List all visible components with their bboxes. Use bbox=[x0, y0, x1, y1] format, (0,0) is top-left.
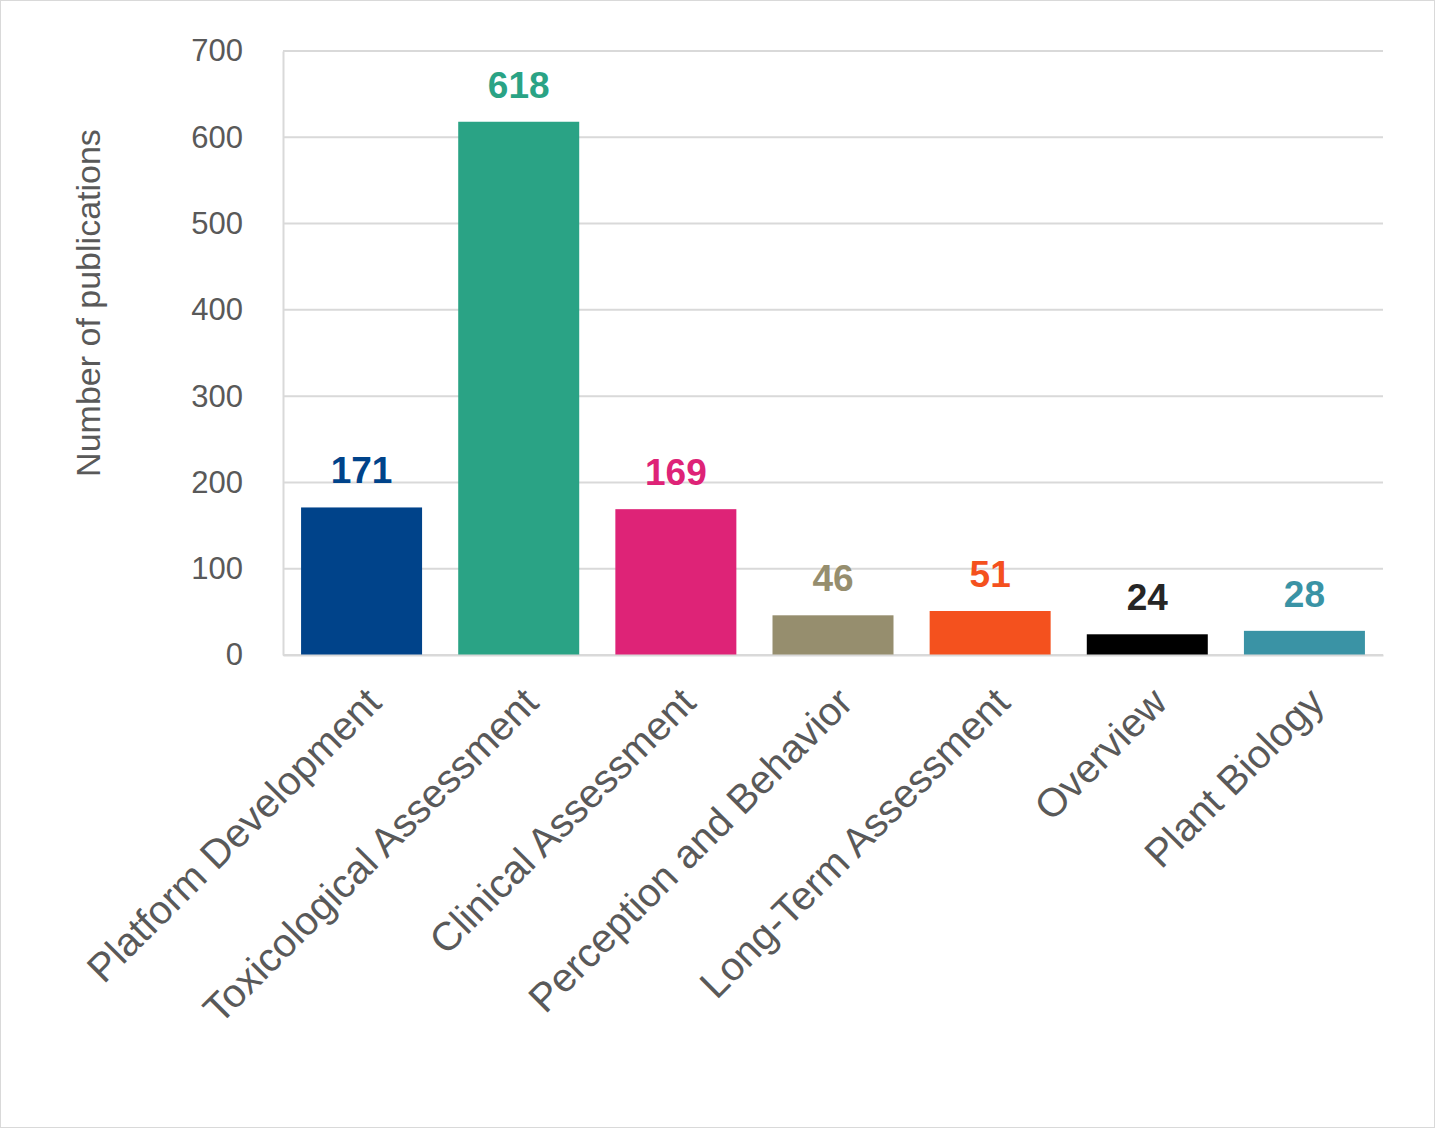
x-tick-label: Perception and Behavior bbox=[520, 679, 861, 1020]
bar bbox=[301, 507, 422, 655]
x-tick-label: Overview bbox=[1026, 679, 1175, 828]
y-axis-line bbox=[283, 52, 285, 656]
bar bbox=[1087, 634, 1208, 655]
data-label: 46 bbox=[812, 558, 853, 599]
x-tick: Long-Term Assessment bbox=[691, 655, 1018, 1006]
y-tick-label: 700 bbox=[191, 33, 243, 68]
grid-line bbox=[283, 395, 1383, 397]
grid-line bbox=[283, 50, 1383, 52]
x-tick: Clinical Assessment bbox=[421, 655, 704, 962]
grid-line bbox=[283, 136, 1383, 138]
x-tick-label: Plant Biology bbox=[1136, 679, 1332, 875]
frame bbox=[1, 1, 1435, 1128]
grid bbox=[283, 51, 1383, 655]
x-tick: Platform Development bbox=[78, 655, 389, 990]
plot: 0 100 200 300 400 500 600 700 Platform Developme… bbox=[78, 33, 1383, 1031]
grid-line bbox=[283, 223, 1383, 225]
x-tick-label: Toxicological Assessment bbox=[194, 679, 546, 1031]
bar bbox=[458, 122, 579, 655]
data-label: 28 bbox=[1284, 574, 1325, 615]
x-tick: Perception and Behavior bbox=[520, 655, 861, 1020]
data-label: 171 bbox=[331, 450, 393, 491]
y-tick: 200 bbox=[191, 465, 283, 500]
bar bbox=[615, 509, 736, 655]
grid-line bbox=[283, 309, 1383, 311]
data-label: 24 bbox=[1127, 577, 1169, 618]
x-axis-line bbox=[284, 655, 1384, 657]
x-tick: Overview bbox=[1026, 655, 1175, 828]
y-tick-label: 300 bbox=[191, 379, 243, 414]
bars bbox=[301, 122, 1365, 655]
y-tick-label: 0 bbox=[226, 637, 243, 672]
x-tick-label: Clinical Assessment bbox=[421, 679, 704, 962]
bar bbox=[1244, 631, 1365, 655]
data-label: 618 bbox=[488, 65, 550, 106]
y-tick: 300 bbox=[191, 379, 283, 414]
y-tick-label: 500 bbox=[191, 206, 243, 241]
x-tick-label: Platform Development bbox=[78, 679, 389, 990]
y-tick: 600 bbox=[191, 120, 283, 155]
y-axis: 0 100 200 300 400 500 600 700 bbox=[191, 33, 283, 672]
chart: 0 100 200 300 400 500 600 700 Platform Developme… bbox=[0, 0, 1435, 1128]
y-tick: 100 bbox=[191, 551, 283, 586]
y-tick: 400 bbox=[191, 292, 283, 327]
y-tick-label: 400 bbox=[191, 292, 243, 327]
x-tick: Toxicological Assessment bbox=[194, 655, 546, 1031]
bar bbox=[773, 615, 894, 655]
data-label: 169 bbox=[645, 452, 707, 493]
y-tick: 0 bbox=[226, 637, 283, 672]
data-labels: 171 618 169 46 51 24 28 bbox=[331, 65, 1325, 619]
y-tick: 700 bbox=[191, 33, 283, 68]
y-axis-title: Number of publications bbox=[69, 129, 107, 477]
data-label: 51 bbox=[970, 554, 1011, 595]
y-tick-label: 200 bbox=[191, 465, 243, 500]
bar bbox=[930, 611, 1051, 655]
y-tick-label: 600 bbox=[191, 120, 243, 155]
x-tick: Plant Biology bbox=[1136, 655, 1332, 876]
x-axis: Platform DevelopmentToxicological Assess… bbox=[78, 655, 1383, 1031]
y-tick-label: 100 bbox=[191, 551, 243, 586]
x-tick-label: Long-Term Assessment bbox=[691, 679, 1018, 1006]
y-tick: 500 bbox=[191, 206, 283, 241]
grid-line bbox=[283, 481, 1383, 483]
